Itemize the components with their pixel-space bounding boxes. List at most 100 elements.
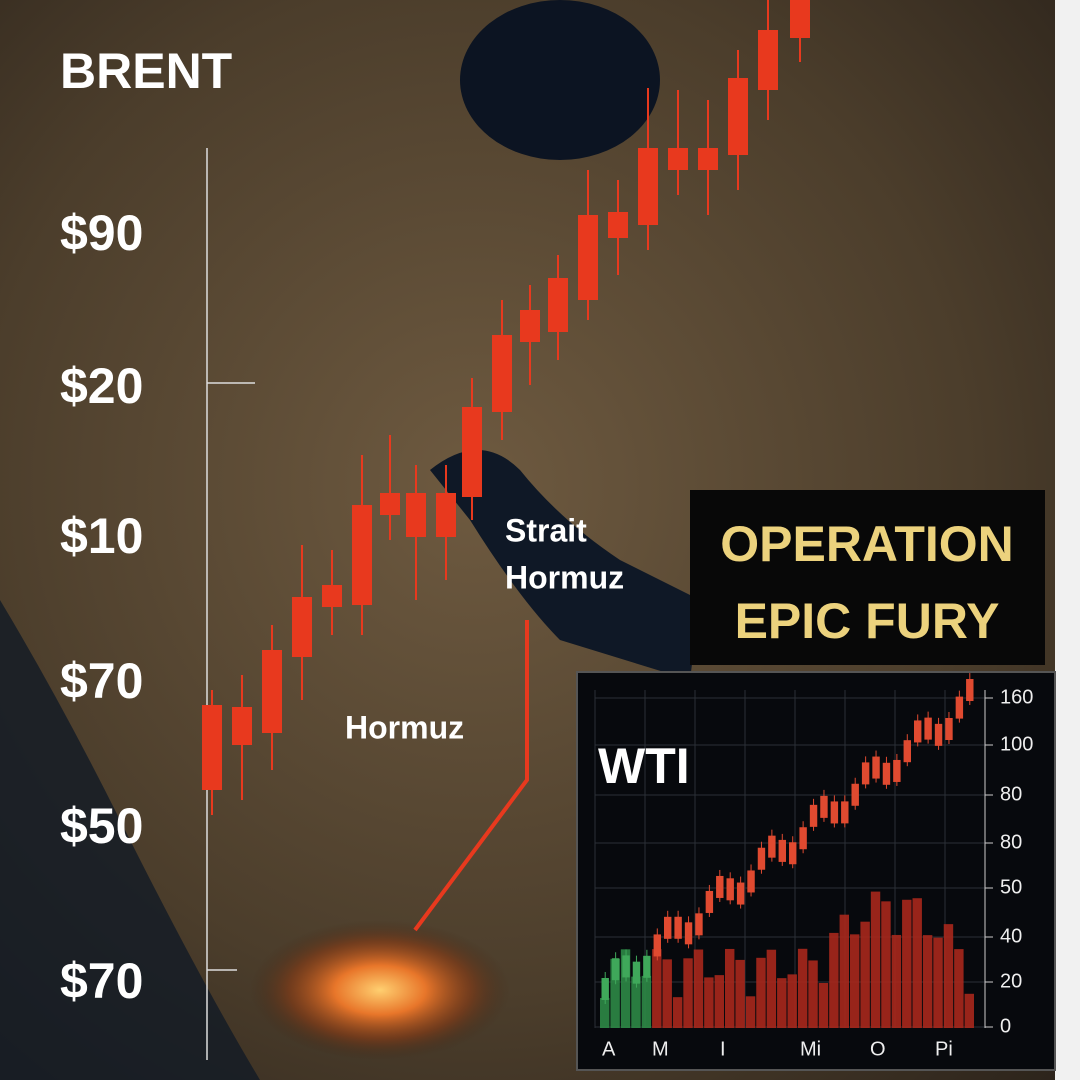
candle-body <box>664 916 672 939</box>
wti-x-label: I <box>720 1038 726 1060</box>
wti-title: WTI <box>598 738 690 794</box>
volume-bar <box>735 959 745 1028</box>
candle-body <box>638 148 658 225</box>
candle-body <box>668 148 688 170</box>
volume-bar <box>902 899 912 1028</box>
volume-bar <box>922 935 933 1028</box>
candle-body <box>643 955 651 978</box>
volume-bar <box>850 934 860 1028</box>
volume-bar <box>672 997 683 1028</box>
candle-body <box>695 913 703 936</box>
candle-body <box>924 717 932 740</box>
volume-bar <box>725 948 735 1028</box>
candle-body <box>436 493 456 537</box>
explosion <box>250 920 510 1060</box>
candle-body <box>914 720 922 743</box>
candle-body <box>232 707 252 745</box>
volume-bar <box>808 960 818 1028</box>
gulf <box>430 450 700 680</box>
sea <box>460 0 660 160</box>
candle-body <box>757 847 766 870</box>
volume-bar <box>777 978 787 1028</box>
volume-bar <box>693 949 704 1028</box>
volume-bar <box>704 977 714 1028</box>
candle-body <box>352 505 372 605</box>
volume-bar <box>766 949 777 1028</box>
edge <box>1055 0 1080 1080</box>
candle-body <box>768 835 776 858</box>
brent-axis-label: $70 <box>60 653 143 709</box>
map-label: Strait <box>505 512 587 548</box>
wti-x-label: O <box>870 1038 886 1060</box>
candle-body <box>608 212 628 238</box>
wti-x-label: Mi <box>800 1038 821 1060</box>
candle-body <box>882 762 891 785</box>
volume-bar <box>870 891 881 1028</box>
candle-body <box>601 978 609 1000</box>
volume-bar <box>829 932 839 1028</box>
volume-bar <box>891 934 902 1028</box>
candle-body <box>861 762 870 785</box>
banner <box>690 490 1045 665</box>
candle-body <box>705 890 714 913</box>
volume-bar <box>933 937 943 1028</box>
sea <box>0 600 260 1080</box>
volume-bar <box>610 958 620 1028</box>
candle-body <box>841 801 849 824</box>
candle-body <box>406 493 426 537</box>
wti-x-label: Pi <box>935 1038 953 1060</box>
candle-body <box>520 310 540 342</box>
candle-body <box>322 585 342 607</box>
wti-axis-label: 0 <box>1000 1015 1011 1037</box>
brent-candles <box>202 0 810 815</box>
banner-line: EPIC FURY <box>735 593 1000 649</box>
wti-chart: 160 100 80 80 50 40 20 0 A M I Mi O Pi <box>594 673 1033 1060</box>
brent-axis-label: $50 <box>60 798 143 854</box>
wti-axis-label: 80 <box>1000 783 1022 805</box>
candle-body <box>789 842 797 865</box>
volume-bar <box>620 949 631 1028</box>
volume-bar <box>641 975 652 1028</box>
candle-body <box>820 795 828 818</box>
volume-bar <box>912 898 922 1028</box>
volume-bar <box>839 914 849 1028</box>
candle-body <box>622 955 630 978</box>
banner-line: OPERATION <box>720 516 1014 572</box>
brent-axis <box>206 148 255 1060</box>
volume-bar <box>600 998 610 1028</box>
candle-body <box>684 922 693 945</box>
wti-axis-label: 160 <box>1000 686 1033 708</box>
candle-body <box>632 961 641 984</box>
wti-axis-label: 100 <box>1000 733 1033 755</box>
volume-bar <box>631 976 641 1028</box>
volume-bar <box>818 983 829 1028</box>
brent-title: BRENT <box>60 43 232 99</box>
candle-body <box>716 875 724 898</box>
volume-bar <box>881 901 891 1028</box>
candle-body <box>492 335 512 412</box>
volume-bar <box>745 996 756 1028</box>
wti-x-label: A <box>602 1038 616 1060</box>
candle-body <box>292 597 312 657</box>
volume-bar <box>797 948 808 1028</box>
wti-x-label: M <box>652 1038 669 1060</box>
candle-body <box>851 783 859 806</box>
brent-axis-label: $70 <box>60 953 143 1009</box>
candle-body <box>893 759 901 782</box>
candle-body <box>747 870 755 893</box>
volume-bar <box>662 959 672 1028</box>
candle-body <box>966 679 974 702</box>
candle-body <box>934 723 943 746</box>
candle-body <box>674 916 682 939</box>
candle-body <box>790 0 810 38</box>
candle-body <box>698 148 718 170</box>
candle-body <box>872 756 880 779</box>
candle-body <box>778 839 786 862</box>
candle-body <box>653 934 661 957</box>
volume-bar <box>964 993 974 1028</box>
brent-axis-label: $90 <box>60 205 143 261</box>
wti-axis-label: 80 <box>1000 831 1022 853</box>
candle-body <box>728 78 748 155</box>
wti-axis-label: 20 <box>1000 970 1022 992</box>
candle-body <box>903 740 911 763</box>
